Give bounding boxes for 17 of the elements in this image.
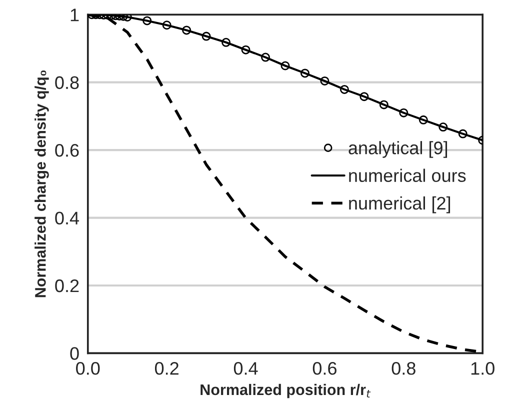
legend-label: analytical [9]: [348, 141, 448, 158]
legend-label: numerical [2]: [349, 196, 450, 214]
x-tick-label: 0.8: [392, 362, 416, 375]
y-tick-label: 0.4: [55, 212, 80, 224]
x-axis-title: Normalized position r/r$_{t}$: [200, 384, 371, 398]
y-tick-label: 0.8: [55, 76, 79, 90]
x-tick-label: 0.2: [154, 362, 178, 375]
x-tick-label: 0.0: [76, 362, 100, 375]
y-tick-label: 1: [70, 8, 79, 22]
y-tick-label: 0.2: [55, 279, 79, 292]
x-tick-label: 0.4: [234, 362, 258, 375]
y-axis-title: Normalized charge density q/q₀: [34, 70, 49, 298]
y-tick-label: 0: [70, 347, 79, 360]
x-tick-label: 0.6: [312, 362, 336, 375]
y-tick-label: 0.6: [55, 144, 79, 157]
legend-label: numerical ours: [349, 168, 466, 182]
x-tick-label: 1.0: [471, 362, 494, 375]
